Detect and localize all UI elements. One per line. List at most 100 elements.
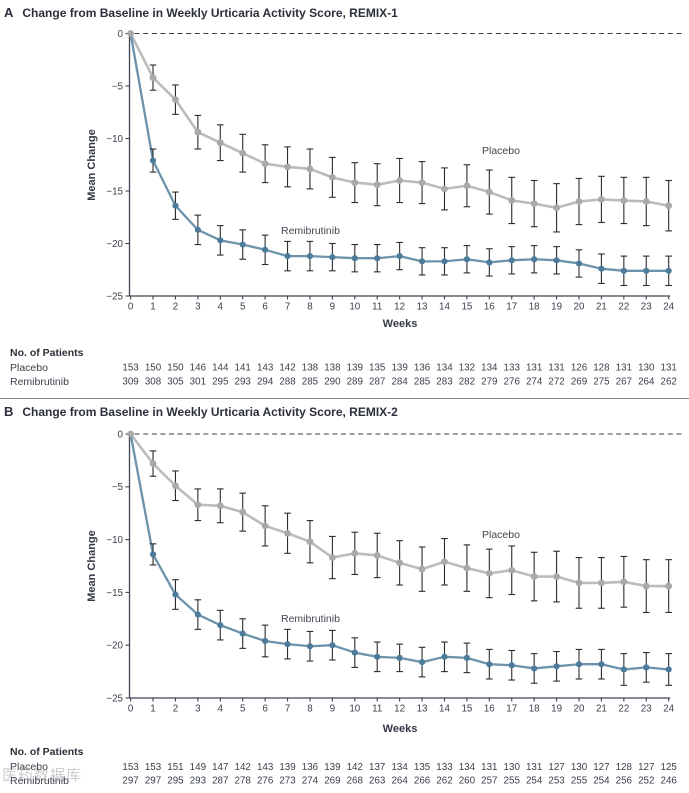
- remibrutinib-line: [129, 32, 670, 272]
- patient-count: 139: [279, 762, 295, 773]
- patient-count: 128: [616, 762, 633, 773]
- remix2-chart: 0−5−10−15−20−250 1 2 3 4 5 6 7 8 9 10 11 12 13 14 15 16 1…: [106, 429, 684, 787]
- patient-count: 274: [526, 377, 543, 388]
- panel-a-placebo-row-label: Placebo: [10, 361, 48, 374]
- patient-count: 263: [369, 776, 386, 787]
- patient-count: 295: [212, 377, 229, 388]
- patient-counts-placebo: 153 150 150 146 144 141 143 142 138 138 139 135 139 1…: [122, 363, 676, 374]
- y-axis: 0 −5 −10 −15 −20 −25: [106, 429, 131, 704]
- patient-count: 254: [526, 776, 543, 787]
- patient-count: 301: [190, 377, 206, 388]
- patient-count: 131: [661, 363, 677, 374]
- patient-count: 153: [145, 762, 162, 773]
- patient-count: 246: [661, 776, 678, 787]
- patient-count: 274: [302, 776, 319, 787]
- x-tick-label: 6: [262, 704, 268, 715]
- patient-count: 253: [548, 776, 565, 787]
- patient-count: 131: [481, 762, 497, 773]
- patient-count: 293: [190, 776, 207, 787]
- patient-count: 128: [593, 363, 610, 374]
- placebo-markers: [127, 30, 673, 212]
- x-axis: 0 1 2 3 4 5 6 7 8 9 10 11 12 13 14 15 16 17 18 19 20 21 22 23 24: [128, 295, 675, 313]
- x-tick-label: 9: [330, 704, 335, 715]
- panel-b-letter: B: [4, 404, 14, 419]
- placebo-error-bars: [149, 450, 672, 614]
- patient-count: 269: [324, 776, 340, 787]
- y-tick-label: −20: [106, 239, 123, 250]
- panel-b-remibrutinib-row-label: Remibrutinib: [10, 774, 69, 787]
- patient-counts-remibrutinib: 297 297 295 293 287 278 276 273 274 269 268 263 264 2…: [122, 776, 677, 787]
- x-tick-label: 11: [372, 704, 382, 715]
- y-tick-label: −5: [112, 81, 124, 92]
- patient-count: 264: [391, 776, 408, 787]
- panel-b-remibrutinib-label: Remibrutinib: [281, 613, 340, 625]
- x-tick-label: 17: [506, 302, 517, 313]
- patient-count: 288: [279, 377, 296, 388]
- x-tick-label: 5: [240, 302, 246, 313]
- patient-count: 125: [661, 762, 678, 773]
- patient-count: 266: [414, 776, 431, 787]
- x-tick-label: 24: [663, 704, 674, 715]
- patient-count: 126: [571, 363, 588, 374]
- patient-count: 295: [167, 776, 184, 787]
- panel-a-title-text: Change from Baseline in Weekly Urticaria…: [22, 6, 398, 20]
- patient-count: 131: [526, 363, 542, 374]
- patient-count: 141: [235, 363, 251, 374]
- panel-b-y-axis-label: Mean Change: [86, 530, 98, 602]
- x-tick-label: 5: [240, 704, 246, 715]
- y-tick-label: −25: [106, 693, 123, 704]
- patient-count: 279: [481, 377, 497, 388]
- patient-count: 262: [661, 377, 677, 388]
- panel-a-y-axis-label: Mean Change: [86, 129, 98, 201]
- x-tick-label: 3: [195, 704, 201, 715]
- patient-count: 143: [257, 363, 274, 374]
- y-tick-label: −5: [112, 482, 124, 493]
- patient-count: 138: [324, 363, 341, 374]
- patient-count: 131: [548, 363, 564, 374]
- patient-count: 293: [235, 377, 252, 388]
- x-tick-label: 17: [506, 704, 517, 715]
- x-tick-label: 16: [484, 704, 495, 715]
- patient-count: 284: [391, 377, 408, 388]
- patient-count: 133: [436, 762, 453, 773]
- patient-count: 297: [145, 776, 161, 787]
- patient-count: 146: [190, 363, 207, 374]
- patient-count: 142: [347, 762, 363, 773]
- panel-a-remibrutinib-label: Remibrutinib: [281, 225, 340, 237]
- x-tick-label: 20: [574, 302, 585, 313]
- patient-count: 285: [302, 377, 319, 388]
- x-tick-label: 6: [262, 302, 268, 313]
- x-tick-label: 11: [372, 302, 382, 313]
- panel-a-letter: A: [4, 5, 14, 20]
- patient-count: 275: [593, 377, 610, 388]
- x-tick-label: 24: [663, 302, 674, 313]
- patient-count: 130: [504, 762, 521, 773]
- patient-count: 287: [212, 776, 228, 787]
- x-tick-label: 12: [394, 302, 405, 313]
- panel-a-patients-header: No. of Patients: [10, 347, 84, 359]
- x-tick-label: 2: [173, 704, 178, 715]
- patient-count: 147: [212, 762, 228, 773]
- patient-count: 132: [459, 363, 475, 374]
- x-tick-label: 13: [417, 704, 428, 715]
- patient-count: 297: [122, 776, 138, 787]
- patient-count: 127: [548, 762, 564, 773]
- y-axis: 0 −5 −10 −15 −20 −25: [106, 29, 131, 302]
- x-tick-label: 10: [349, 704, 360, 715]
- x-tick-label: 13: [417, 302, 428, 313]
- patient-count: 139: [347, 363, 363, 374]
- x-tick-label: 9: [330, 302, 335, 313]
- placebo-error-bars: [149, 64, 672, 233]
- x-tick-label: 19: [551, 302, 562, 313]
- panel-b-placebo-row-label: Placebo: [10, 760, 48, 773]
- x-tick-label: 23: [641, 704, 652, 715]
- patient-count: 151: [167, 762, 183, 773]
- patient-count: 283: [436, 377, 453, 388]
- patient-count: 143: [257, 762, 274, 773]
- patient-count: 276: [504, 377, 521, 388]
- x-tick-label: 23: [641, 302, 652, 313]
- x-tick-label: 14: [439, 704, 450, 715]
- x-tick-label: 19: [551, 704, 562, 715]
- patient-count: 130: [571, 762, 588, 773]
- patient-count: 267: [616, 377, 632, 388]
